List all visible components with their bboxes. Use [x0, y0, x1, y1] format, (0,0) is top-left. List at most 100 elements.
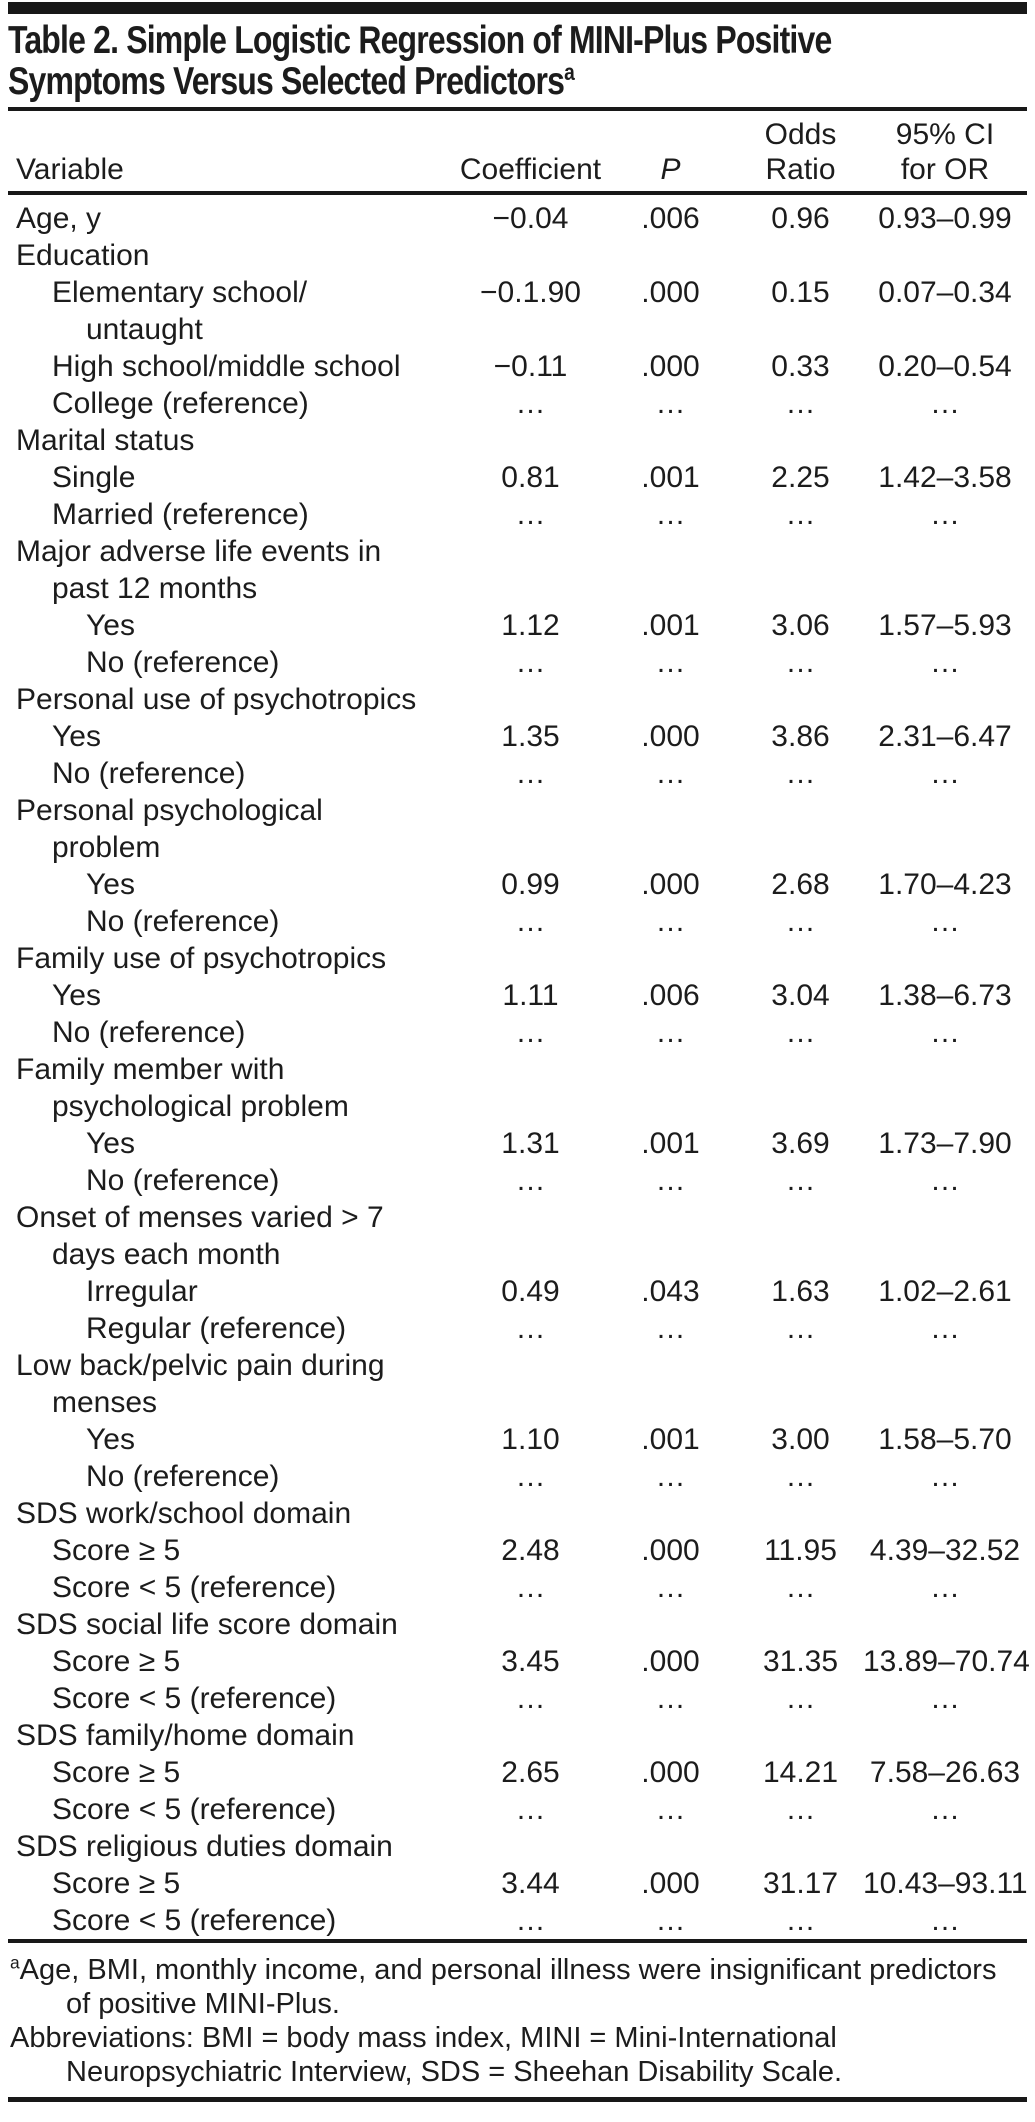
coefficient-cell: 3.45 — [501, 1645, 560, 1678]
p-cell — [603, 533, 738, 570]
footnote-marker: a — [10, 1952, 20, 1973]
odds-ratio-cell: … — [785, 1016, 816, 1049]
variable-cell: past 12 months — [52, 572, 258, 605]
table-header: Variable Coefficient P Odds Ratio 95% CI… — [8, 111, 1027, 195]
title-line-2: Symptoms Versus Selected Predictors — [8, 60, 565, 103]
odds-ratio-cell — [738, 1828, 863, 1865]
odds-ratio-cell: … — [785, 1682, 816, 1715]
ci-cell — [863, 1717, 1027, 1754]
coefficient-cell: … — [515, 905, 546, 938]
odds-ratio-cell: 0.96 — [771, 202, 830, 235]
header-row: Variable Coefficient P Odds Ratio 95% CI… — [8, 111, 1027, 195]
odds-ratio-cell: … — [785, 646, 816, 679]
table-row: Regular (reference)………… — [8, 1310, 1027, 1347]
table-row: Yes 1.35 .000 3.86 2.31–6.47 — [8, 718, 1027, 755]
ci-cell — [863, 829, 1027, 866]
odds-ratio-cell: … — [785, 498, 816, 531]
p-cell: .000 — [641, 868, 700, 901]
coefficient-cell — [458, 1199, 603, 1236]
table-row: No (reference)………… — [8, 1162, 1027, 1199]
variable-cell: Personal use of psychotropics — [16, 683, 417, 716]
table-row: Onset of menses varied > 7 — [8, 1199, 1027, 1236]
ci-cell — [863, 681, 1027, 718]
odds-ratio-cell: … — [785, 1793, 816, 1826]
variable-cell: Score ≥ 5 — [52, 1756, 181, 1789]
coefficient-cell — [458, 792, 603, 829]
coefficient-cell — [458, 1347, 603, 1384]
ci-cell: 0.93–0.99 — [878, 202, 1012, 235]
table-row: Family member with — [8, 1051, 1027, 1088]
coefficient-cell — [458, 422, 603, 459]
odds-ratio-cell — [738, 792, 863, 829]
ci-cell: 7.58–26.63 — [869, 1756, 1021, 1789]
coefficient-cell — [458, 1495, 603, 1532]
table-row: untaught — [8, 311, 1027, 348]
p-cell — [603, 311, 738, 348]
table-row: Score < 5 (reference)………… — [8, 1902, 1027, 1941]
odds-ratio-cell — [738, 1236, 863, 1273]
variable-cell: SDS family/home domain — [16, 1719, 355, 1752]
variable-cell: No (reference) — [52, 1016, 246, 1049]
ci-cell: 1.42–3.58 — [878, 461, 1012, 494]
coefficient-cell: 1.31 — [501, 1127, 560, 1160]
p-cell: .001 — [641, 1127, 700, 1160]
table-row: High school/middle school −0.11 .000 0.33 0.… — [8, 348, 1027, 385]
coefficient-cell: 1.11 — [502, 979, 559, 1012]
ci-cell — [863, 533, 1027, 570]
ci-cell: … — [930, 1793, 960, 1826]
table-row: College (reference)………… — [8, 385, 1027, 422]
regression-table: Variable Coefficient P Odds Ratio 95% CI… — [8, 111, 1030, 1943]
p-cell: .000 — [641, 1756, 700, 1789]
odds-ratio-cell — [738, 311, 863, 348]
p-cell — [603, 1347, 738, 1384]
column-header-p: P — [603, 111, 738, 195]
ci-cell: 1.57–5.93 — [878, 609, 1012, 642]
table-row: No (reference)………… — [8, 1014, 1027, 1051]
odds-ratio-cell — [738, 533, 863, 570]
variable-cell: Elementary school/ — [52, 276, 308, 309]
table-row: psychological problem — [8, 1088, 1027, 1125]
coefficient-cell — [458, 1088, 603, 1125]
table-row: No (reference)………… — [8, 1458, 1027, 1495]
table-row: Score < 5 (reference)………… — [8, 1791, 1027, 1828]
p-cell: .006 — [641, 202, 700, 235]
footnote-text: Abbreviations: BMI = body mass index, MI… — [10, 2022, 843, 2088]
table-row: Major adverse life events in — [8, 533, 1027, 570]
footnote-text: Age, BMI, monthly income, and personal i… — [19, 1954, 997, 2020]
table-row: Marital status — [8, 422, 1027, 459]
odds-ratio-cell — [738, 940, 863, 977]
p-cell: .000 — [641, 350, 700, 383]
table-row: Yes 1.10 .001 3.00 1.58–5.70 — [8, 1421, 1027, 1458]
table-row: menses — [8, 1384, 1027, 1421]
table-body: Age, y −0.04.006 0.96 0.93–0.99 Education Ele… — [8, 193, 1030, 1941]
ci-cell: 2.31–6.47 — [878, 720, 1012, 753]
p-cell — [603, 681, 738, 718]
coefficient-cell: 0.99 — [501, 868, 560, 901]
table-row: Family use of psychotropics — [8, 940, 1027, 977]
variable-cell: Onset of menses varied > 7 — [16, 1201, 384, 1234]
p-cell — [603, 1199, 738, 1236]
p-cell: … — [655, 1460, 686, 1493]
coefficient-cell: 1.12 — [501, 609, 560, 642]
coefficient-cell: … — [515, 387, 546, 420]
coefficient-cell — [458, 940, 603, 977]
odds-ratio-cell: 1.63 — [771, 1275, 830, 1308]
variable-cell: Education — [16, 239, 150, 272]
variable-cell: No (reference) — [86, 646, 280, 679]
table-row: Score < 5 (reference)………… — [8, 1569, 1027, 1606]
odds-ratio-cell — [738, 681, 863, 718]
variable-cell: Personal psychological — [16, 794, 323, 827]
odds-ratio-cell: 0.33 — [771, 350, 830, 383]
p-cell — [603, 1384, 738, 1421]
odds-ratio-cell: 3.69 — [771, 1127, 830, 1160]
odds-ratio-cell: 0.15 — [771, 276, 830, 309]
table-row: Age, y −0.04 .006 0.96 0.93–0.99 — [8, 193, 1027, 237]
p-cell: .000 — [641, 276, 700, 309]
odds-ratio-cell — [738, 1088, 863, 1125]
odds-ratio-cell: 31.35 — [762, 1645, 839, 1678]
table-row: No (reference)………… — [8, 903, 1027, 940]
p-cell — [603, 422, 738, 459]
p-cell: … — [655, 1016, 686, 1049]
variable-cell: Family member with — [16, 1053, 285, 1086]
